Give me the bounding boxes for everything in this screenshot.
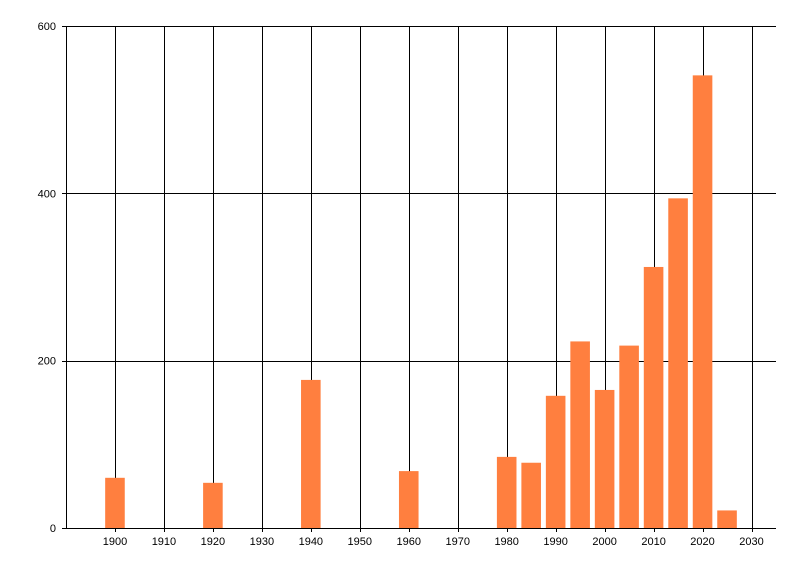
- bar-1990: [545, 395, 566, 528]
- bar-2015: [668, 198, 688, 528]
- x-tick-label: 2030: [739, 536, 763, 548]
- axes: [62, 26, 776, 532]
- x-tick-label: 1950: [348, 536, 372, 548]
- bar-2025: [717, 510, 737, 528]
- x-tick-label: 1960: [397, 536, 421, 548]
- x-tick-label: 1970: [445, 536, 469, 548]
- bar-1940: [301, 379, 321, 528]
- bar-2005: [619, 345, 639, 528]
- bar-2020: [692, 75, 713, 528]
- bar-2000: [594, 389, 615, 528]
- bar-1900: [105, 477, 125, 528]
- x-tick-label: 2010: [641, 536, 665, 548]
- x-tick-label: 1940: [299, 536, 323, 548]
- x-tick-label: 1920: [201, 536, 225, 548]
- bar-1980: [496, 456, 517, 528]
- y-tick-label: 200: [38, 356, 56, 368]
- x-tick-label: 1990: [543, 536, 567, 548]
- x-tick-label: 1980: [494, 536, 518, 548]
- bar-1985: [521, 462, 541, 528]
- y-tick-label: 0: [50, 523, 56, 535]
- bar-1995: [570, 341, 590, 528]
- y-tick-labels: 0 200 400 600: [38, 21, 56, 535]
- x-tick-label: 2000: [592, 536, 616, 548]
- bars: [105, 75, 737, 528]
- y-tick-label: 400: [38, 188, 56, 200]
- x-tick-labels: 1900 1910 1920 1930 1940 1950 1960 1970 1980 1990…: [103, 536, 764, 548]
- x-tick-label: 2020: [690, 536, 714, 548]
- x-tick-label: 1910: [152, 536, 176, 548]
- bar-2010: [643, 266, 664, 528]
- x-tick-label: 1930: [250, 536, 274, 548]
- x-tick-label: 1900: [103, 536, 127, 548]
- y-tick-label: 600: [38, 21, 56, 33]
- bar-1960: [398, 471, 419, 528]
- bar-1920: [203, 482, 223, 528]
